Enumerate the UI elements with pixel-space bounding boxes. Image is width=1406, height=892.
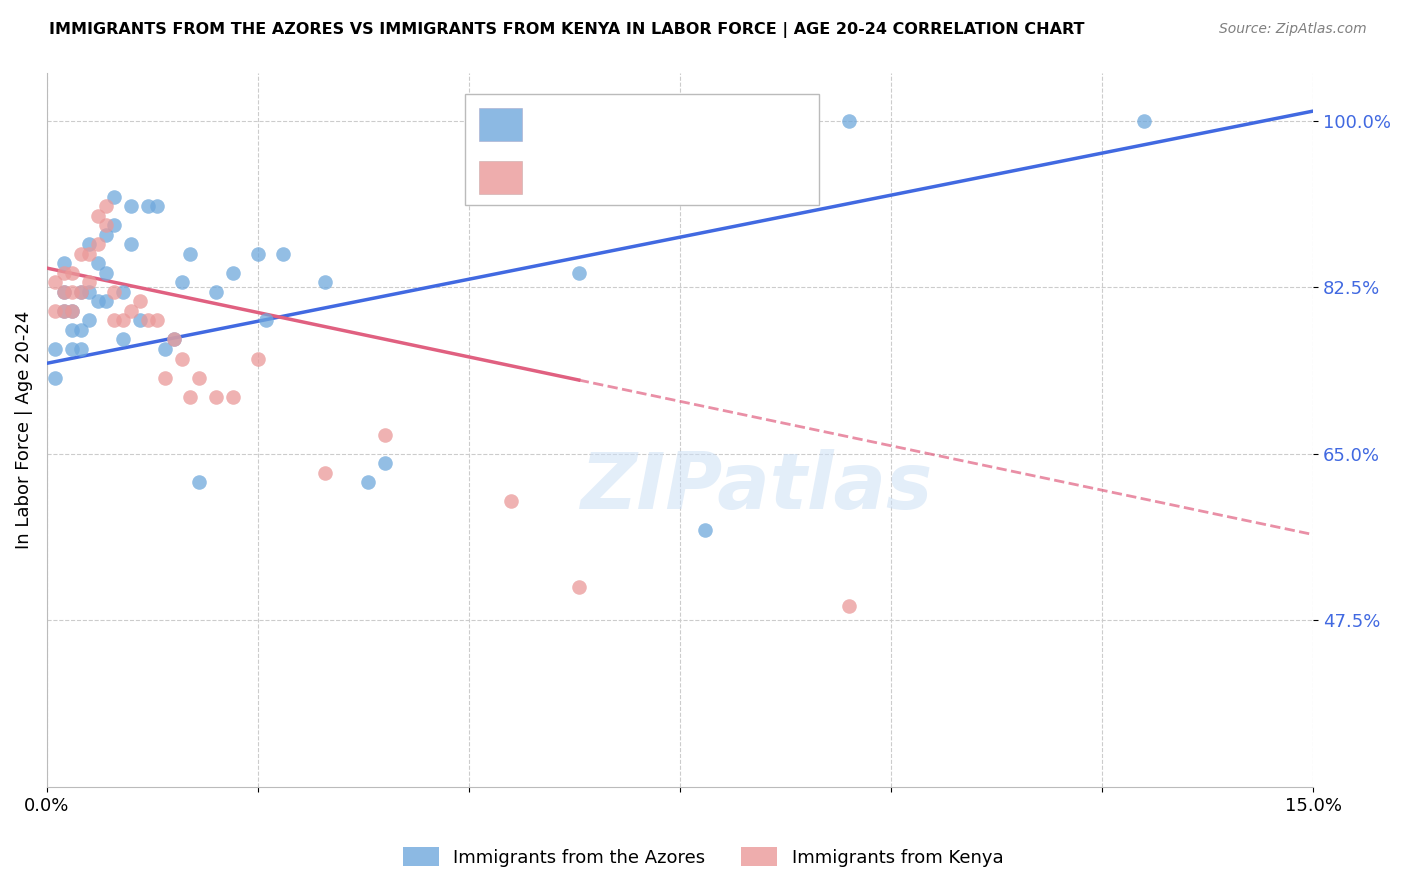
Point	[77, 285, 100, 299]
Point	[374, 456, 396, 470]
Point	[128, 313, 150, 327]
Point	[86, 209, 108, 223]
Point	[695, 523, 717, 537]
Point	[120, 199, 142, 213]
Point	[315, 276, 337, 290]
Point	[60, 266, 83, 280]
Point	[86, 237, 108, 252]
Point	[179, 247, 201, 261]
Point	[77, 247, 100, 261]
Point	[187, 475, 209, 490]
Point	[52, 285, 75, 299]
Point	[94, 227, 117, 242]
Point	[77, 313, 100, 327]
Point	[221, 390, 243, 404]
Point	[44, 342, 66, 356]
Point	[86, 294, 108, 309]
Point	[60, 304, 83, 318]
Text: Source: ZipAtlas.com: Source: ZipAtlas.com	[1219, 22, 1367, 37]
Point	[838, 113, 860, 128]
Point	[120, 237, 142, 252]
Point	[315, 466, 337, 480]
Point	[94, 266, 117, 280]
Point	[221, 266, 243, 280]
Point	[204, 390, 226, 404]
Point	[111, 333, 134, 347]
Y-axis label: In Labor Force | Age 20-24: In Labor Force | Age 20-24	[15, 310, 32, 549]
Point	[568, 580, 591, 594]
Point	[162, 333, 184, 347]
Point	[60, 304, 83, 318]
Point	[838, 599, 860, 613]
Point	[94, 219, 117, 233]
Point	[52, 304, 75, 318]
Point	[77, 276, 100, 290]
Point	[44, 276, 66, 290]
Point	[145, 199, 167, 213]
Point	[246, 351, 269, 366]
Point	[501, 494, 523, 508]
Point	[179, 390, 201, 404]
Point	[1133, 113, 1156, 128]
Point	[52, 266, 75, 280]
Point	[94, 294, 117, 309]
Text: ZIPatlas: ZIPatlas	[579, 449, 932, 525]
Point	[128, 294, 150, 309]
Point	[69, 285, 91, 299]
Point	[153, 342, 176, 356]
Point	[69, 323, 91, 337]
Point	[136, 199, 159, 213]
Point	[52, 256, 75, 270]
Point	[60, 342, 83, 356]
Point	[111, 313, 134, 327]
Point	[52, 285, 75, 299]
Point	[52, 304, 75, 318]
Point	[271, 247, 294, 261]
Point	[204, 285, 226, 299]
Point	[103, 285, 125, 299]
Point	[69, 285, 91, 299]
Point	[86, 256, 108, 270]
Point	[103, 313, 125, 327]
Point	[103, 219, 125, 233]
Point	[44, 370, 66, 384]
Point	[187, 370, 209, 384]
Point	[120, 304, 142, 318]
Point	[145, 313, 167, 327]
Point	[254, 313, 277, 327]
Point	[94, 199, 117, 213]
Legend: Immigrants from the Azores, Immigrants from Kenya: Immigrants from the Azores, Immigrants f…	[395, 840, 1011, 874]
Point	[77, 237, 100, 252]
Point	[153, 370, 176, 384]
Point	[60, 323, 83, 337]
Point	[69, 247, 91, 261]
Point	[69, 342, 91, 356]
Point	[246, 247, 269, 261]
Point	[44, 304, 66, 318]
Point	[136, 313, 159, 327]
Point	[374, 427, 396, 442]
Point	[103, 190, 125, 204]
Text: IMMIGRANTS FROM THE AZORES VS IMMIGRANTS FROM KENYA IN LABOR FORCE | AGE 20-24 C: IMMIGRANTS FROM THE AZORES VS IMMIGRANTS…	[49, 22, 1084, 38]
Point	[60, 285, 83, 299]
Point	[170, 351, 193, 366]
Point	[357, 475, 380, 490]
Point	[162, 333, 184, 347]
Point	[568, 266, 591, 280]
Point	[170, 276, 193, 290]
Point	[111, 285, 134, 299]
